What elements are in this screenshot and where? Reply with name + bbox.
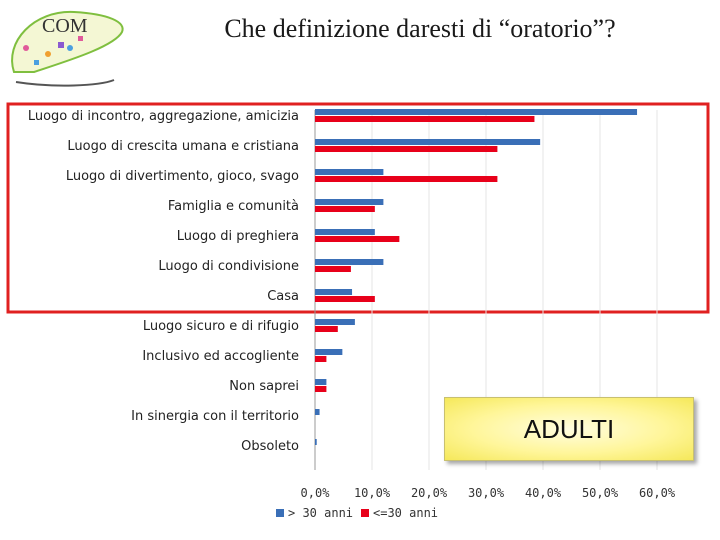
x-tick-label: 50,0%	[582, 486, 619, 500]
x-tick-label: 30,0%	[468, 486, 505, 500]
bar-over30	[315, 109, 638, 115]
legend-swatch	[276, 509, 284, 517]
category-label: Luogo di preghiera	[177, 229, 299, 244]
category-label: Famiglia e comunità	[168, 199, 299, 214]
bar-under30	[315, 236, 400, 242]
bar-over30	[315, 319, 355, 325]
adulti-badge: ADULTI	[444, 397, 694, 461]
bar-over30	[315, 199, 384, 205]
category-label: Casa	[267, 289, 299, 304]
category-label: Luogo di divertimento, gioco, svago	[66, 169, 299, 184]
x-tick-label: 60,0%	[639, 486, 676, 500]
bar-under30	[315, 326, 338, 332]
bar-under30	[315, 386, 327, 392]
bar-over30	[315, 379, 327, 385]
adulti-badge-label: ADULTI	[523, 413, 615, 444]
bar-over30	[315, 349, 343, 355]
legend-label: > 30 anni	[288, 506, 353, 520]
bar-over30	[315, 169, 384, 175]
bar-over30	[315, 229, 375, 235]
oratory-logo-icon	[11, 10, 124, 87]
bar-under30	[315, 206, 375, 212]
legend-swatch	[361, 509, 369, 517]
page-title: Che definizione daresti di “oratorio”?	[224, 14, 616, 43]
bar-over30	[315, 289, 353, 295]
bar-under30	[315, 146, 498, 152]
bar-under30	[315, 266, 351, 272]
x-tick-label: 40,0%	[525, 486, 562, 500]
bar-over30	[315, 259, 384, 265]
oratory-logo: COM	[11, 10, 124, 87]
x-tick-label: 10,0%	[354, 486, 391, 500]
x-tick-label: 0,0%	[301, 486, 331, 500]
bar-under30	[315, 356, 327, 362]
category-label: Luogo di incontro, aggregazione, amicizi…	[28, 109, 299, 124]
category-label: Non saprei	[229, 379, 299, 394]
category-label: Luogo di condivisione	[158, 259, 299, 274]
bar-under30	[315, 116, 535, 122]
bar-under30	[315, 176, 498, 182]
x-tick-label: 20,0%	[411, 486, 448, 500]
highlight-frame	[6, 102, 710, 314]
legend-label: <=30 anni	[373, 506, 438, 520]
category-label: Inclusivo ed accogliente	[142, 349, 299, 364]
category-label: Luogo di crescita umana e cristiana	[67, 139, 299, 154]
bar-over30	[315, 139, 541, 145]
category-label: Luogo sicuro e di rifugio	[143, 319, 299, 334]
category-label: Obsoleto	[241, 439, 299, 454]
bar-under30	[315, 296, 375, 302]
bar-over30	[315, 409, 320, 415]
bar-over30	[315, 439, 317, 445]
category-label: In sinergia con il territorio	[131, 409, 299, 424]
logo-text: COM	[42, 15, 88, 37]
